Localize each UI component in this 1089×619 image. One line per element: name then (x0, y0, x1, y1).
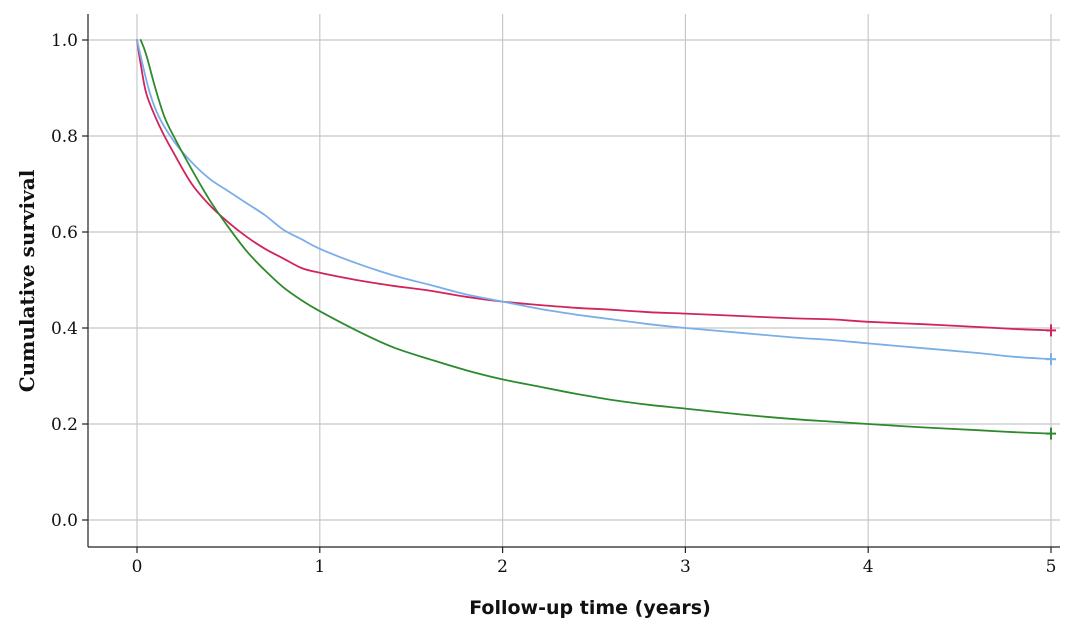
survival-curve-3 (139, 39, 1052, 435)
x-tick-label: 0 (132, 557, 143, 577)
grid (88, 14, 1060, 547)
x-tick-label: 3 (680, 557, 691, 577)
y-axis-title: Cumulative survival (15, 169, 39, 392)
y-tick-label: 0.2 (51, 415, 78, 435)
y-tick-label: 0.8 (51, 127, 78, 147)
x-axis-title: Follow-up time (years) (469, 597, 711, 619)
x-tick-label: 1 (314, 557, 325, 577)
survival-curve-2 (136, 39, 1052, 361)
survival-curve-1 (136, 39, 1052, 332)
y-tick-label: 0.6 (51, 223, 78, 243)
censor-mark-3 (1046, 427, 1056, 440)
y-tick-label: 0.4 (51, 319, 78, 339)
x-tick-label: 4 (863, 557, 874, 577)
series-layer (136, 39, 1056, 440)
x-tick-label: 2 (497, 557, 508, 577)
y-tick-label: 0.0 (51, 511, 78, 531)
axes (82, 14, 1060, 553)
labels: 0 1 2 3 4 5 0.0 0.2 0.4 0.6 0.8 1.0 (51, 31, 1056, 577)
censor-mark-1 (1046, 324, 1056, 337)
y-tick-label: 1.0 (51, 31, 78, 51)
x-tick-label: 5 (1046, 557, 1057, 577)
censor-mark-2 (1046, 353, 1056, 366)
